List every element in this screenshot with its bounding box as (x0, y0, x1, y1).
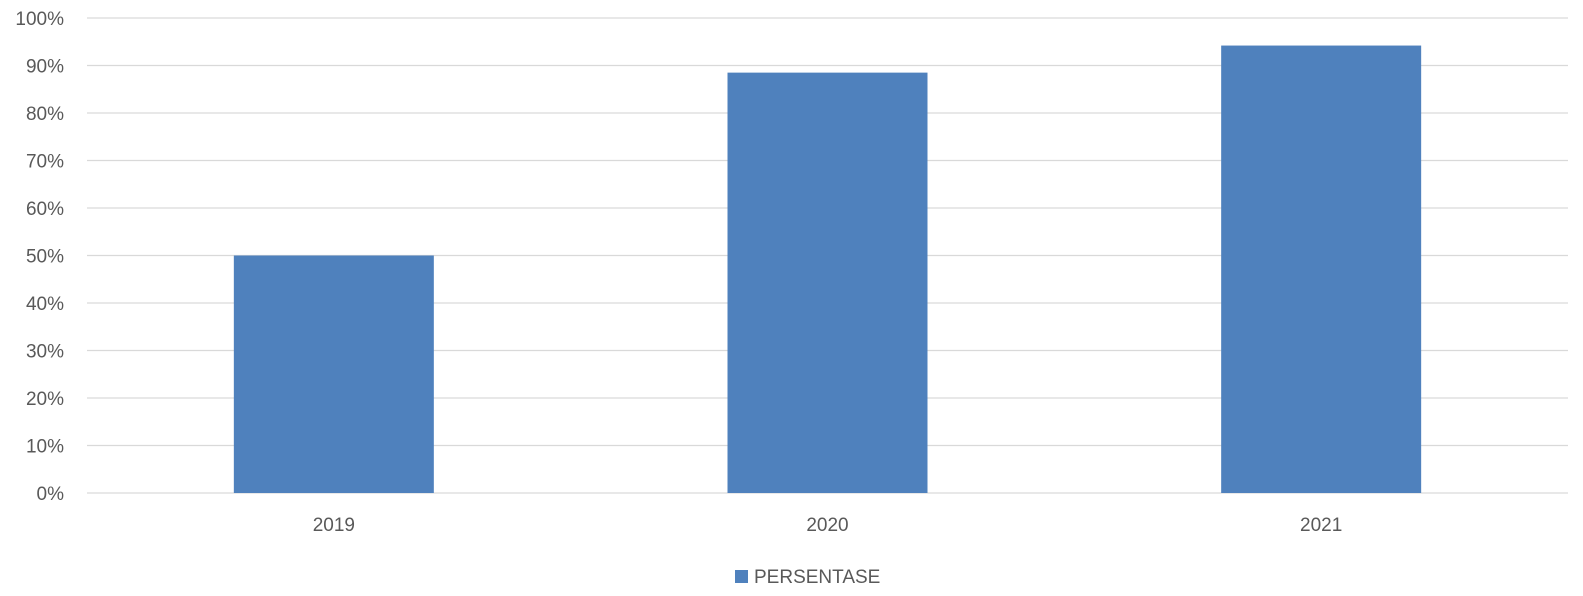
x-axis-tick-labels: 2019 2020 2021 (313, 515, 1343, 536)
y-tick-label-70: 70% (26, 152, 64, 173)
y-tick-label-10: 10% (26, 437, 64, 458)
bar-2020 (727, 72, 928, 493)
legend-swatch-persentase (735, 570, 748, 583)
y-tick-label-80: 80% (26, 104, 64, 125)
x-tick-label-2021: 2021 (1300, 515, 1342, 536)
y-tick-label-30: 30% (26, 342, 64, 363)
y-tick-label-60: 60% (26, 199, 64, 220)
legend: PERSENTASE (735, 567, 880, 588)
bars (233, 45, 1422, 494)
y-axis-tick-labels: 0% 10% 20% 30% 40% 50% 60% 70% 80% 90% 100% (15, 9, 64, 505)
y-tick-label-50: 50% (26, 247, 64, 268)
y-tick-label-0: 0% (37, 484, 65, 505)
y-tick-label-100: 100% (15, 9, 64, 30)
y-tick-label-40: 40% (26, 294, 64, 315)
y-tick-label-20: 20% (26, 389, 64, 410)
legend-label-persentase: PERSENTASE (754, 567, 880, 588)
x-tick-label-2020: 2020 (806, 515, 848, 536)
bar-2019 (233, 255, 434, 493)
x-tick-label-2019: 2019 (313, 515, 355, 536)
bar-2021 (1221, 45, 1422, 494)
y-tick-label-90: 90% (26, 57, 64, 78)
